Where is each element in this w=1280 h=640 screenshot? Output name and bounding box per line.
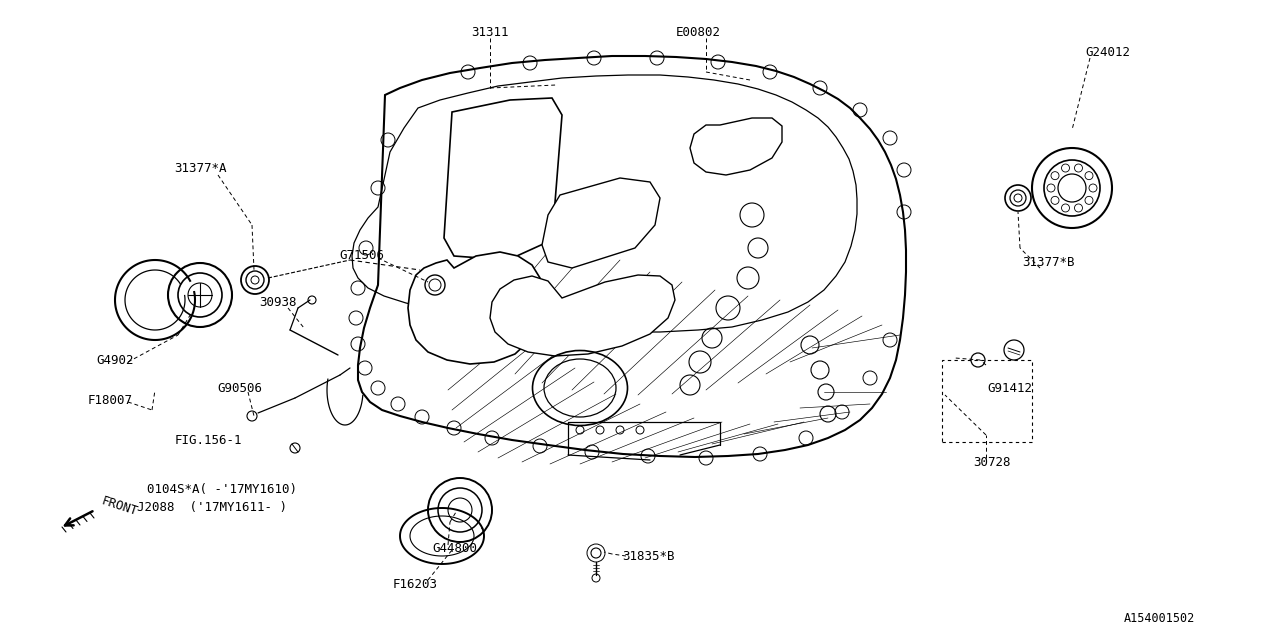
Text: 31377*A: 31377*A <box>174 161 227 175</box>
Text: 0104S*A( -'17MY1610): 0104S*A( -'17MY1610) <box>147 483 297 497</box>
Bar <box>942 360 1032 442</box>
Text: FIG.156-1: FIG.156-1 <box>174 433 242 447</box>
Text: G90506: G90506 <box>218 381 262 394</box>
Polygon shape <box>541 178 660 268</box>
Text: 30938: 30938 <box>260 296 297 308</box>
Text: A154001502: A154001502 <box>1124 611 1196 625</box>
Text: 31311: 31311 <box>471 26 508 38</box>
Polygon shape <box>490 275 675 356</box>
Polygon shape <box>690 118 782 175</box>
Polygon shape <box>444 98 562 260</box>
Text: G44800: G44800 <box>433 541 477 554</box>
Text: FRONT: FRONT <box>100 494 140 518</box>
Text: 31835*B: 31835*B <box>622 550 675 563</box>
Text: 31377*B: 31377*B <box>1021 255 1074 269</box>
Polygon shape <box>408 252 543 364</box>
Text: J2088  ('17MY1611- ): J2088 ('17MY1611- ) <box>137 502 287 515</box>
Text: F18007: F18007 <box>87 394 133 406</box>
Text: G24012: G24012 <box>1085 45 1130 58</box>
Polygon shape <box>358 56 906 457</box>
Text: E00802: E00802 <box>676 26 721 38</box>
Text: G71506: G71506 <box>339 248 384 262</box>
Text: G4902: G4902 <box>96 353 133 367</box>
Text: G91412: G91412 <box>987 381 1033 394</box>
Text: 30728: 30728 <box>973 456 1011 468</box>
Text: F16203: F16203 <box>393 577 438 591</box>
